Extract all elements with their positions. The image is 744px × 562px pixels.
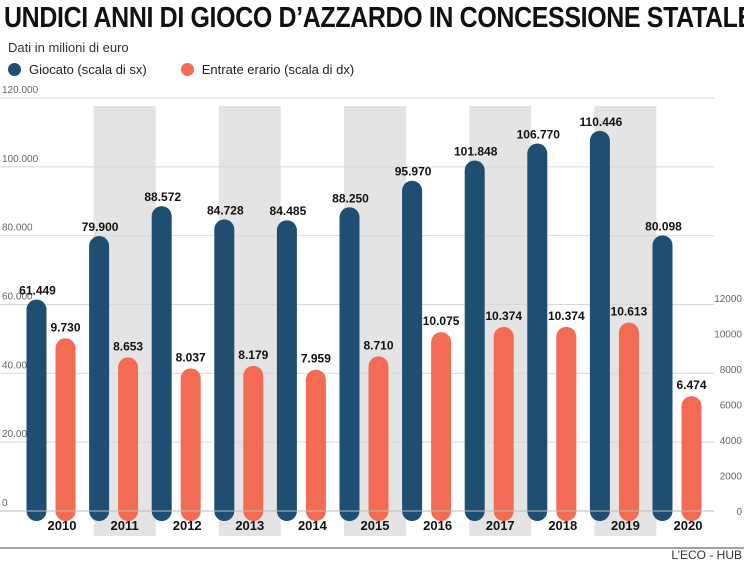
bar-giocato-2015 — [339, 207, 360, 521]
value-label-giocato-2017: 101.848 — [454, 144, 498, 158]
bar-entrate-2010 — [55, 338, 76, 521]
value-label-giocato-2014: 84.485 — [270, 204, 307, 218]
y-left-tick-label: 100.000 — [2, 154, 39, 165]
x-tick-label-2011: 2011 — [110, 518, 138, 533]
value-label-giocato-2011: 79.900 — [82, 220, 119, 234]
legend-item-entrate: Entrate erario (scala di dx) — [180, 62, 355, 77]
bar-entrate-2016 — [431, 332, 452, 521]
bar-giocato-2016 — [402, 180, 423, 521]
value-label-entrate-2015: 8.710 — [363, 338, 393, 352]
value-label-entrate-2010: 9.730 — [50, 320, 80, 334]
chart-subtitle: Dati in milioni di euro — [8, 40, 129, 55]
bar-entrate-2012 — [180, 368, 201, 521]
y-right-tick-label: 10000 — [714, 330, 742, 341]
bar-giocato-2020 — [652, 235, 673, 521]
value-label-giocato-2020: 80.098 — [645, 219, 682, 233]
bar-entrate-2018 — [556, 326, 577, 521]
source-credit: L’ECO - HUB — [671, 548, 742, 562]
y-left-tick-label: 120.000 — [2, 85, 39, 96]
bar-giocato-2011 — [89, 236, 110, 521]
y-right-tick-label: 0 — [736, 507, 742, 518]
bar-giocato-2010 — [26, 299, 47, 521]
value-label-entrate-2012: 8.037 — [176, 350, 206, 364]
bar-giocato-2013 — [214, 219, 235, 521]
legend-label-entrate: Entrate erario (scala di dx) — [201, 62, 355, 77]
x-tick-label-2015: 2015 — [361, 518, 390, 533]
chart-title: UNDICI ANNI DI GIOCO D’AZZARDO IN CONCES… — [4, 2, 744, 34]
bar-giocato-2017 — [464, 160, 485, 521]
x-tick-label-2012: 2012 — [173, 518, 202, 533]
y-right-tick-label: 8000 — [720, 365, 743, 376]
value-label-entrate-2011: 8.653 — [113, 339, 143, 353]
value-label-entrate-2013: 8.179 — [238, 348, 268, 362]
bar-giocato-2018 — [527, 143, 548, 521]
x-tick-label-2020: 2020 — [674, 518, 703, 533]
y-left-tick-label: 40.000 — [2, 360, 33, 371]
bar-entrate-2017 — [493, 326, 514, 521]
value-label-entrate-2017: 10.374 — [485, 309, 522, 323]
bar-entrate-2019 — [618, 322, 639, 521]
y-right-tick-label: 4000 — [720, 436, 743, 447]
x-tick-label-2019: 2019 — [611, 518, 640, 533]
x-tick-label-2018: 2018 — [548, 518, 577, 533]
value-label-entrate-2019: 10.613 — [611, 305, 648, 319]
bar-giocato-2012 — [151, 206, 172, 521]
x-tick-label-2013: 2013 — [235, 518, 264, 533]
legend-swatch-entrate — [180, 63, 194, 76]
bar-entrate-2020 — [681, 396, 702, 521]
bar-entrate-2014 — [305, 369, 326, 521]
value-label-entrate-2020: 6.474 — [676, 378, 706, 392]
bar-giocato-2014 — [276, 220, 297, 522]
y-left-tick-label: 0 — [2, 498, 8, 509]
value-label-giocato-2016: 95.970 — [395, 165, 432, 179]
x-tick-label-2017: 2017 — [486, 518, 515, 533]
value-label-giocato-2012: 88.572 — [144, 190, 181, 204]
y-left-tick-label: 80.000 — [2, 223, 33, 234]
value-label-entrate-2014: 7.959 — [301, 352, 331, 366]
legend: Giocato (scala di sx) Entrate erario (sc… — [8, 62, 388, 77]
x-tick-label-2010: 2010 — [48, 518, 77, 533]
bar-giocato-2019 — [589, 130, 610, 521]
y-right-tick-label: 6000 — [720, 401, 743, 412]
bar-entrate-2015 — [368, 356, 389, 521]
legend-label-giocato: Giocato (scala di sx) — [29, 62, 147, 77]
legend-item-giocato: Giocato (scala di sx) — [8, 62, 147, 77]
y-left-tick-label: 20.000 — [2, 429, 33, 440]
value-label-giocato-2013: 84.728 — [207, 203, 244, 217]
value-label-entrate-2016: 10.075 — [423, 314, 460, 328]
value-label-giocato-2019: 110.446 — [580, 115, 623, 129]
bar-entrate-2011 — [118, 357, 139, 521]
value-label-giocato-2015: 88.250 — [332, 191, 369, 205]
legend-swatch-giocato — [8, 63, 21, 76]
value-label-entrate-2018: 10.374 — [548, 309, 585, 323]
y-left-tick-label: 60.000 — [2, 292, 33, 303]
y-right-tick-label: 2000 — [720, 472, 743, 483]
y-right-tick-label: 12000 — [714, 294, 742, 305]
value-label-giocato-2010: 61.449 — [19, 284, 56, 298]
value-label-giocato-2018: 106.770 — [517, 128, 561, 142]
bar-entrate-2013 — [243, 365, 264, 521]
x-tick-label-2014: 2014 — [298, 518, 328, 533]
x-tick-label-2016: 2016 — [423, 518, 452, 533]
